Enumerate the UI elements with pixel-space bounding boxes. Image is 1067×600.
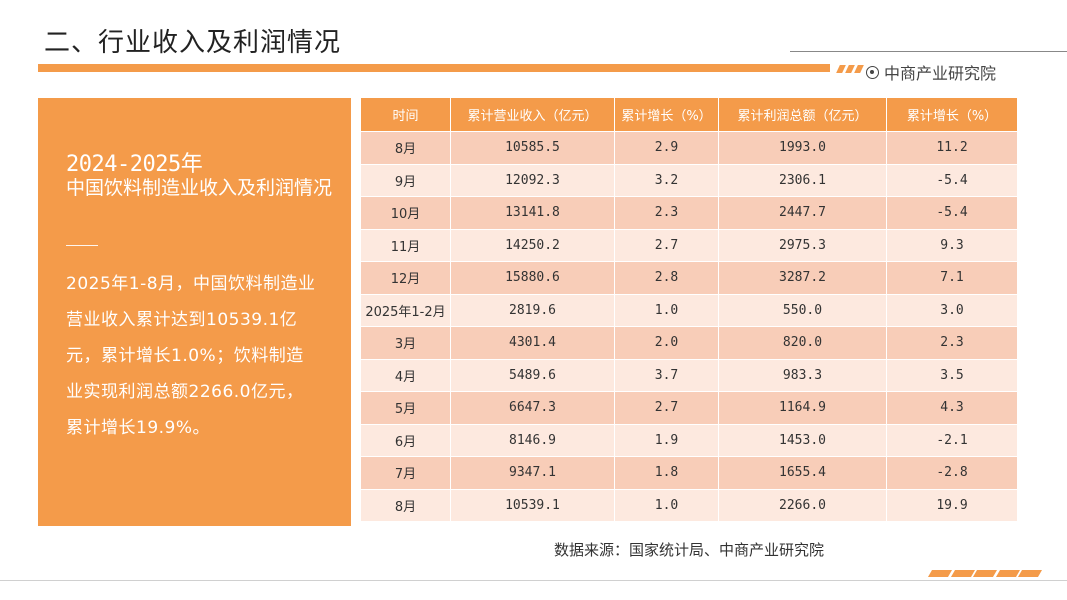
table-row: 5月 6647.3 2.7 1164.9 4.3 <box>361 391 1017 424</box>
cell-profit: 3287.2 <box>719 261 887 294</box>
data-source-note: 数据来源：国家统计局、中商产业研究院 <box>554 541 825 559</box>
cell-profit: 550.0 <box>719 293 887 326</box>
cell-profit-growth: 3.0 <box>887 293 1017 326</box>
cell-profit: 1453.0 <box>719 423 887 456</box>
cell-period: 4月 <box>361 358 451 391</box>
cell-period: 3月 <box>361 326 451 359</box>
table-header-row: 时间 累计营业收入（亿元） 累计增长（%） 累计利润总额（亿元） 累计增长（%） <box>361 98 1017 131</box>
cell-revenue: 6647.3 <box>451 391 615 424</box>
cell-period: 8月 <box>361 488 451 521</box>
revenue-profit-table: 时间 累计营业收入（亿元） 累计增长（%） 累计利润总额（亿元） 累计增长（%）… <box>361 98 1017 521</box>
cell-revenue-growth: 2.0 <box>615 326 719 359</box>
summary-panel: 2024-2025年 中国饮料制造业收入及利润情况 2025年1-8月，中国饮料… <box>38 98 351 526</box>
cell-revenue-growth: 1.8 <box>615 456 719 489</box>
cell-profit-growth: -5.4 <box>887 196 1017 229</box>
cell-profit: 1164.9 <box>719 391 887 424</box>
cell-period: 10月 <box>361 196 451 229</box>
cell-period: 2025年1-2月 <box>361 293 451 326</box>
cell-revenue-growth: 1.9 <box>615 423 719 456</box>
cell-profit: 2306.1 <box>719 163 887 196</box>
cell-revenue: 10539.1 <box>451 488 615 521</box>
page-title: 二、行业收入及利润情况 <box>44 28 342 58</box>
cell-profit-growth: -5.4 <box>887 163 1017 196</box>
cell-profit: 1993.0 <box>719 131 887 164</box>
table-row: 2025年1-2月 2819.6 1.0 550.0 3.0 <box>361 293 1017 326</box>
cell-profit: 983.3 <box>719 358 887 391</box>
header-profit: 累计利润总额（亿元） <box>719 98 887 131</box>
table-row: 10月 13141.8 2.3 2447.7 -5.4 <box>361 196 1017 229</box>
table-body: 8月 10585.5 2.9 1993.0 11.2 9月 12092.3 3.2 2306.1… <box>361 131 1017 521</box>
table-row: 8月 10585.5 2.9 1993.0 11.2 <box>361 131 1017 164</box>
header-stripes-decoration <box>836 65 864 73</box>
cell-profit-growth: -2.8 <box>887 456 1017 489</box>
cell-profit: 2266.0 <box>719 488 887 521</box>
cell-revenue-growth: 2.7 <box>615 228 719 261</box>
summary-title: 中国饮料制造业收入及利润情况 <box>66 177 333 199</box>
cell-revenue-growth: 2.8 <box>615 261 719 294</box>
table-row: 3月 4301.4 2.0 820.0 2.3 <box>361 326 1017 359</box>
summary-body: 2025年1-8月，中国饮料制造业营业收入累计达到10539.1亿元，累计增长1… <box>66 274 316 438</box>
cell-revenue: 14250.2 <box>451 228 615 261</box>
cell-profit: 2447.7 <box>719 196 887 229</box>
cell-revenue-growth: 1.0 <box>615 488 719 521</box>
summary-divider <box>66 245 98 246</box>
cell-revenue-growth: 2.9 <box>615 131 719 164</box>
summary-year: 2024-2025年 <box>66 152 203 177</box>
cell-profit-growth: 3.5 <box>887 358 1017 391</box>
footer-divider <box>0 580 1067 581</box>
cell-revenue: 2819.6 <box>451 293 615 326</box>
cell-profit-growth: 9.3 <box>887 228 1017 261</box>
cell-revenue-growth: 2.7 <box>615 391 719 424</box>
header-profit-growth: 累计增长（%） <box>887 98 1017 131</box>
brand-name: 中商产业研究院 <box>884 64 997 83</box>
header-divider <box>790 51 1067 52</box>
cell-profit-growth: 19.9 <box>887 488 1017 521</box>
cell-revenue-growth: 2.3 <box>615 196 719 229</box>
cell-period: 5月 <box>361 391 451 424</box>
cell-profit-growth: 4.3 <box>887 391 1017 424</box>
cell-profit-growth: 7.1 <box>887 261 1017 294</box>
cell-revenue-growth: 3.7 <box>615 358 719 391</box>
cell-profit-growth: 2.3 <box>887 326 1017 359</box>
cell-profit: 2975.3 <box>719 228 887 261</box>
cell-period: 7月 <box>361 456 451 489</box>
cell-period: 6月 <box>361 423 451 456</box>
table-row: 6月 8146.9 1.9 1453.0 -2.1 <box>361 423 1017 456</box>
header-revenue: 累计营业收入（亿元） <box>451 98 615 131</box>
cell-period: 9月 <box>361 163 451 196</box>
cell-profit: 1655.4 <box>719 456 887 489</box>
cell-revenue: 8146.9 <box>451 423 615 456</box>
table-row: 7月 9347.1 1.8 1655.4 -2.8 <box>361 456 1017 489</box>
cell-revenue: 9347.1 <box>451 456 615 489</box>
cell-revenue: 15880.6 <box>451 261 615 294</box>
cell-revenue-growth: 1.0 <box>615 293 719 326</box>
cell-revenue: 13141.8 <box>451 196 615 229</box>
cell-revenue: 5489.6 <box>451 358 615 391</box>
header-accent-band <box>38 64 830 72</box>
brand: 中商产业研究院 <box>866 60 996 84</box>
cell-profit-growth: 11.2 <box>887 131 1017 164</box>
cell-revenue: 4301.4 <box>451 326 615 359</box>
cell-profit: 820.0 <box>719 326 887 359</box>
cell-revenue-growth: 3.2 <box>615 163 719 196</box>
footer-stripes-decoration <box>927 570 1042 577</box>
cell-period: 8月 <box>361 131 451 164</box>
table-row: 11月 14250.2 2.7 2975.3 9.3 <box>361 228 1017 261</box>
table-row: 4月 5489.6 3.7 983.3 3.5 <box>361 358 1017 391</box>
header-period: 时间 <box>361 98 451 131</box>
cell-revenue: 10585.5 <box>451 131 615 164</box>
cell-profit-growth: -2.1 <box>887 423 1017 456</box>
cell-revenue: 12092.3 <box>451 163 615 196</box>
cell-period: 11月 <box>361 228 451 261</box>
table-row: 12月 15880.6 2.8 3287.2 7.1 <box>361 261 1017 294</box>
table-row: 8月 10539.1 1.0 2266.0 19.9 <box>361 488 1017 521</box>
header-revenue-growth: 累计增长（%） <box>615 98 719 131</box>
brand-logo-icon <box>866 65 879 79</box>
table-row: 9月 12092.3 3.2 2306.1 -5.4 <box>361 163 1017 196</box>
cell-period: 12月 <box>361 261 451 294</box>
